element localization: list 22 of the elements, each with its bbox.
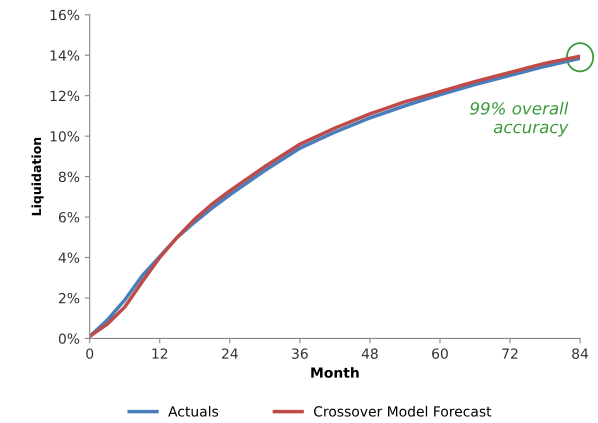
y-axis-title: Liquidation xyxy=(31,138,44,216)
legend-label: Actuals xyxy=(168,406,218,417)
y-tick-label: 16% xyxy=(50,10,80,20)
x-tick-label: 60 xyxy=(432,348,448,359)
y-tick-label: 8% xyxy=(58,172,80,182)
x-tick-label: 0 xyxy=(86,348,94,359)
x-tick-label: 12 xyxy=(152,348,168,359)
y-tick-label: 10% xyxy=(50,131,80,142)
y-tick-label: 0% xyxy=(58,333,80,344)
x-tick-label: 48 xyxy=(362,348,378,359)
y-tick-label: 14% xyxy=(50,50,80,61)
x-tick-label: 84 xyxy=(572,348,588,359)
y-tick-label: 2% xyxy=(58,292,80,304)
x-tick-label: 72 xyxy=(502,348,518,359)
y-tick-label: 6% xyxy=(58,212,80,223)
y-tick-label: 12% xyxy=(50,90,80,102)
legend-label: Crossover Model Forecast xyxy=(314,406,492,417)
x-axis-title: Month xyxy=(311,367,359,378)
x-tick-label: 24 xyxy=(222,348,238,359)
annotation: 99% overall accuracy xyxy=(470,102,569,137)
x-tick-label: 36 xyxy=(292,348,308,359)
y-tick-label: 4% xyxy=(58,252,80,263)
